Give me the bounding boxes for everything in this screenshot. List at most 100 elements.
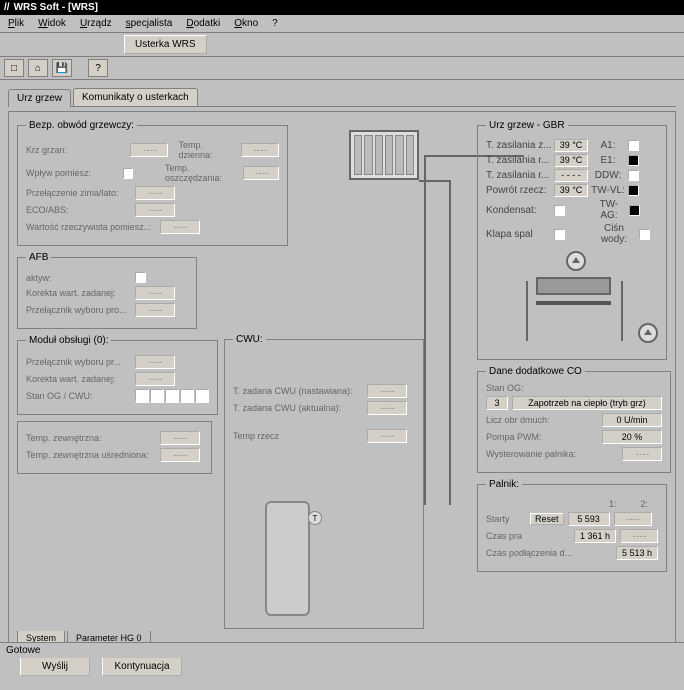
czas-label: Czas pra bbox=[486, 531, 566, 541]
menu-dodatki[interactable]: Dodatki bbox=[180, 16, 226, 31]
temp-zew-label: Temp. zewnętrzna: bbox=[26, 433, 156, 443]
menu-bar: Plik Widok Urządz specjalista Dodatki Ok… bbox=[0, 15, 684, 33]
gbr-klapa-check[interactable] bbox=[554, 229, 565, 240]
save-icon[interactable]: 💾 bbox=[52, 59, 72, 77]
gbr-r2-l2: E1: bbox=[591, 155, 625, 166]
temp-usr-label: Temp. zewnętrzna uśredniona: bbox=[26, 450, 156, 460]
tdz-label: Temp. dzienna: bbox=[178, 140, 236, 160]
tosz-label: Temp. oszczędzania: bbox=[165, 163, 239, 183]
stan-segments bbox=[135, 389, 209, 403]
gbr-twag-check[interactable] bbox=[629, 205, 640, 216]
eco-label: ECO/ABS: bbox=[26, 205, 131, 215]
wart-label: Wartość rzeczywista pomiesz..: bbox=[26, 222, 156, 232]
gbr-r6-l: Klapa spal bbox=[486, 229, 551, 240]
tdz-value bbox=[241, 143, 279, 157]
gbr-r4-l: Powrót rzecz: bbox=[486, 185, 551, 196]
gbr-kond-check[interactable] bbox=[554, 205, 565, 216]
stan-og-value: 3 bbox=[486, 396, 508, 410]
gbr-r3-v: - - - - bbox=[554, 169, 588, 182]
open-icon[interactable]: ⌂ bbox=[28, 59, 48, 77]
dane-legend: Dane dodatkowe CO bbox=[486, 366, 585, 377]
gbr-r2-v: 39 °C bbox=[554, 154, 588, 167]
tab-urz-grzew[interactable]: Urz grzew bbox=[8, 89, 71, 107]
gbr-cisn-check[interactable] bbox=[639, 229, 650, 240]
aktyw-check[interactable] bbox=[135, 272, 146, 283]
temp-group: Temp. zewnętrzna: Temp. zewnętrzna uśred… bbox=[17, 421, 212, 474]
menu-okno[interactable]: Okno bbox=[228, 16, 264, 31]
toolbar-icons: □ ⌂ 💾 ? bbox=[0, 57, 684, 80]
menu-help[interactable]: ? bbox=[266, 16, 284, 31]
col2-label: 2: bbox=[640, 499, 648, 509]
toolbar: Usterka WRS bbox=[0, 33, 684, 57]
circpump-icon bbox=[638, 323, 658, 343]
new-icon[interactable]: □ bbox=[4, 59, 24, 77]
krz-value bbox=[130, 143, 168, 157]
tank-diagram: T bbox=[265, 501, 310, 616]
tab-komunikaty[interactable]: Komunikaty o usterkach bbox=[73, 88, 198, 106]
temp-zew-value bbox=[160, 431, 200, 445]
wyslij-button[interactable]: Wyślij bbox=[20, 657, 90, 676]
gbr-r3-l2: DDW: bbox=[591, 170, 625, 181]
cwu-akt-label: T. zadana CWU (aktualna): bbox=[233, 403, 363, 413]
menu-widok[interactable]: Widok bbox=[32, 16, 72, 31]
menu-urzadz[interactable]: Urządz bbox=[74, 16, 118, 31]
pompa-value: 20 % bbox=[602, 430, 662, 444]
afb-group: AFB aktyw: Korekta wart. zadanej: Przełą… bbox=[17, 252, 197, 329]
status-bar: Gotowe bbox=[0, 642, 684, 658]
gbr-r3-l: T. zasilania r... bbox=[486, 170, 551, 181]
modul-kor-value bbox=[135, 372, 175, 386]
cwu-legend: CWU: bbox=[233, 334, 266, 345]
przel-value bbox=[135, 186, 175, 200]
cwu-nast-label: T. zadana CWU (nastawiana): bbox=[233, 386, 363, 396]
cwu-rzecz-label: Temp rzecz bbox=[233, 431, 363, 441]
pod-v1: 5 513 h bbox=[616, 546, 658, 560]
main-area: Urz grzew Komunikaty o usterkach Bezp. o… bbox=[0, 80, 684, 690]
licz-label: Licz obr dmuch: bbox=[486, 415, 576, 425]
temp-usr-value bbox=[160, 448, 200, 462]
sensor-icon: T bbox=[308, 511, 322, 525]
gbr-r1-l: T. zasilania z... bbox=[486, 140, 551, 151]
modul-legend: Moduł obsługi (0): bbox=[26, 335, 111, 346]
menu-specjalista[interactable]: specjalista bbox=[120, 16, 179, 31]
pompa-label: Pompa PWM: bbox=[486, 432, 576, 442]
modul-przel-label: Przełącznik wyboru pr... bbox=[26, 357, 131, 367]
pod-label: Czas podłączenia d... bbox=[486, 548, 586, 558]
menu-plik[interactable]: Plik bbox=[2, 16, 30, 31]
modul-kor-label: Korekta wart. zadanej: bbox=[26, 374, 131, 384]
usterka-button[interactable]: Usterka WRS bbox=[124, 35, 207, 54]
afb-przel-label: Przełącznik wyboru pro... bbox=[26, 305, 131, 315]
help-icon[interactable]: ? bbox=[88, 59, 108, 77]
gbr-r5-l: Kondensat: bbox=[486, 205, 551, 216]
boiler-diagram bbox=[486, 251, 658, 351]
czas-v1: 1 361 h bbox=[574, 529, 616, 543]
wplyw-check[interactable] bbox=[123, 168, 133, 179]
wyst-value bbox=[622, 447, 662, 461]
gbr-ddw-check[interactable] bbox=[628, 170, 639, 181]
wyst-label: Wysterowanie palnika: bbox=[486, 449, 596, 459]
bezp-legend: Bezp. obwód grzewczy: bbox=[26, 120, 137, 131]
wplyw-label: Wpływ pomiesz: bbox=[26, 168, 119, 178]
reset-button[interactable]: Reset bbox=[530, 513, 564, 525]
gbr-r1-l2: A1: bbox=[591, 140, 625, 151]
przel-label: Przełączenie zima/lato: bbox=[26, 188, 131, 198]
czas-v2 bbox=[620, 529, 658, 543]
wart-value bbox=[160, 220, 200, 234]
gbr-e1-check[interactable] bbox=[628, 155, 639, 166]
gbr-r4-l2: TW-VL: bbox=[591, 185, 625, 196]
gbr-group: Urz grzew - GBR T. zasilania z... 39 °C … bbox=[477, 120, 667, 360]
afb-przel-value bbox=[135, 303, 175, 317]
col1-label: 1: bbox=[609, 499, 617, 509]
status-text: Gotowe bbox=[6, 645, 40, 656]
tosz-value bbox=[243, 166, 279, 180]
krz-label: Krz grzan: bbox=[26, 145, 126, 155]
gbr-a1-check[interactable] bbox=[628, 140, 639, 151]
gbr-twvl-check[interactable] bbox=[628, 185, 639, 196]
gbr-r4-v: 39 °C bbox=[554, 184, 588, 197]
starty-v1: 5 593 bbox=[568, 512, 610, 526]
afb-kor-value bbox=[135, 286, 175, 300]
modul-stan-label: Stan OG / CWU: bbox=[26, 391, 131, 401]
kont-button[interactable]: Kontynuacja bbox=[102, 657, 182, 676]
top-tabs: Urz grzew Komunikaty o usterkach bbox=[8, 88, 676, 107]
licz-value: 0 U/min bbox=[602, 413, 662, 427]
modul-group: Moduł obsługi (0): Przełącznik wyboru pr… bbox=[17, 335, 218, 415]
